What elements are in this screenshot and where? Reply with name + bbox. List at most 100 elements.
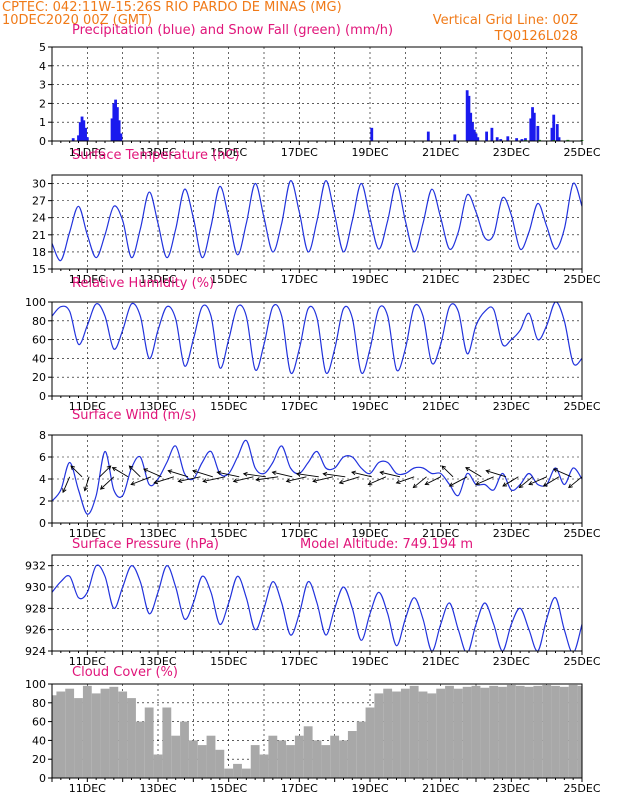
pressure-subtitle: Model Altitude: 749.194 m — [300, 537, 473, 552]
cloud-bar — [135, 721, 145, 778]
precip-bar — [532, 112, 536, 141]
wind-ytick-label: 6 — [39, 451, 46, 464]
pressure-xtick-label: 13DEC — [139, 655, 176, 668]
wind-vector — [519, 476, 533, 488]
precip-bar — [119, 133, 123, 141]
temperature-ytick-label: 18 — [32, 246, 46, 259]
pressure-ytick-label: 932 — [25, 560, 46, 573]
precip-bar — [465, 90, 469, 141]
cloud-bar — [559, 686, 569, 778]
wind-vector-head — [167, 469, 173, 474]
wind-vector-head — [130, 481, 136, 486]
cloud-bar — [268, 735, 278, 778]
wind-vector-head — [232, 478, 238, 483]
precip-bar — [499, 139, 503, 141]
wind-vector-head — [143, 468, 148, 473]
wind-vector — [100, 476, 115, 490]
wind-vector — [153, 476, 175, 484]
wind-panel: Surface Wind (m/s) 0 2 4 6 8 11DEC 13DEC 15DEC 17… — [39, 408, 601, 540]
header-run-date: 10DEC2020 00Z (GMT) — [2, 13, 152, 28]
wind-vector-head — [441, 465, 447, 470]
humidity-panel: Relative Humidity (%) 0 20 40 60 80 100 11DEC 13… — [25, 276, 601, 413]
precip-bar — [370, 127, 374, 141]
humidity-line — [52, 302, 582, 375]
precip-bar — [82, 120, 86, 141]
wind-vector — [351, 471, 372, 478]
precip-xtick-label: 21DEC — [422, 146, 459, 159]
wind-vector — [339, 476, 360, 484]
cloud-xtick-label: 11DEC — [69, 782, 106, 795]
wind-vector-head — [465, 467, 470, 472]
pressure-xtick-label: 21DEC — [422, 655, 459, 668]
humidity-xtick-label: 11DEC — [69, 400, 106, 413]
precip-ytick-label: 3 — [39, 79, 46, 92]
precip-bar — [117, 120, 121, 141]
pressure-ytick-label: 928 — [25, 602, 46, 615]
wind-vector-head — [271, 470, 277, 476]
cloud-bar — [453, 688, 463, 778]
wind-vector — [143, 468, 162, 478]
wind-vector-head — [216, 470, 222, 476]
wind-vector-head — [395, 479, 401, 485]
cloud-bar — [171, 735, 181, 778]
cloud-bar — [74, 698, 83, 778]
humidity-xtick-label: 13DEC — [139, 400, 176, 413]
wind-vector — [243, 473, 266, 478]
wind-vector-head — [379, 470, 385, 476]
wind-vector — [178, 476, 201, 482]
humidity-ytick-label: 20 — [32, 371, 46, 384]
cloud-xtick-label: 23DEC — [493, 782, 530, 795]
cloud-ytick-label: 40 — [32, 734, 46, 747]
cloud-xtick-label: 19DEC — [351, 782, 388, 795]
cloud-xtick-label: 13DEC — [139, 782, 176, 795]
wind-vector-head — [177, 478, 183, 484]
cloud-bar — [339, 740, 348, 778]
wind-vector-head — [62, 488, 67, 494]
precip-xtick-label: 23DEC — [493, 146, 530, 159]
wind-vector-head — [528, 481, 534, 486]
temperature-ytick-label: 27 — [32, 195, 46, 208]
cloud-xtick-label: 17DEC — [281, 782, 318, 795]
cloud-bar — [286, 745, 295, 778]
cloud-ytick-label: 0 — [39, 772, 46, 785]
pressure-xtick-label: 19DEC — [351, 655, 388, 668]
wind-vector — [553, 468, 572, 478]
cloud-bar — [259, 754, 269, 778]
wind-vector — [449, 476, 468, 487]
precip-bar — [469, 112, 473, 141]
temperature-ytick-label: 15 — [32, 263, 46, 276]
cloud-bar — [409, 685, 419, 778]
precip-ytick-label: 5 — [39, 41, 46, 54]
precip-xtick-label: 25DEC — [563, 146, 600, 159]
cloud-xtick-label: 21DEC — [422, 782, 459, 795]
cloud-bar — [400, 688, 410, 778]
wind-vector — [413, 476, 427, 488]
humidity-title: Relative Humidity (%) — [72, 276, 214, 291]
cloud-bar — [365, 707, 375, 778]
cloud-bar — [480, 687, 490, 778]
precip-bar — [529, 118, 533, 141]
precip-xtick-label: 11DEC — [69, 146, 106, 159]
wind-vector-head — [424, 480, 430, 486]
cloud-bar — [321, 745, 331, 778]
wind-ytick-label: 0 — [39, 517, 46, 530]
pressure-xtick-label: 11DEC — [69, 655, 106, 668]
wind-vector — [396, 476, 415, 484]
cloud-bar — [498, 686, 507, 778]
cloud-bar — [250, 745, 260, 778]
precip-bar — [85, 137, 89, 141]
precip-bar — [472, 129, 476, 141]
wind-vector — [168, 470, 189, 478]
wind-vector — [441, 465, 454, 478]
cloud-bar — [91, 693, 101, 778]
pressure-xtick-label: 25DEC — [563, 655, 600, 668]
precip-bar — [112, 103, 116, 141]
wind-vector — [312, 476, 334, 482]
humidity-ytick-label: 80 — [32, 315, 46, 328]
wind-vector-head — [83, 486, 88, 492]
pressure-ytick-label: 924 — [25, 645, 46, 658]
wind-vector — [465, 467, 482, 478]
pressure-ytick-label: 930 — [25, 581, 46, 594]
temperature-title: Surface Temperature (nC) — [72, 148, 240, 163]
